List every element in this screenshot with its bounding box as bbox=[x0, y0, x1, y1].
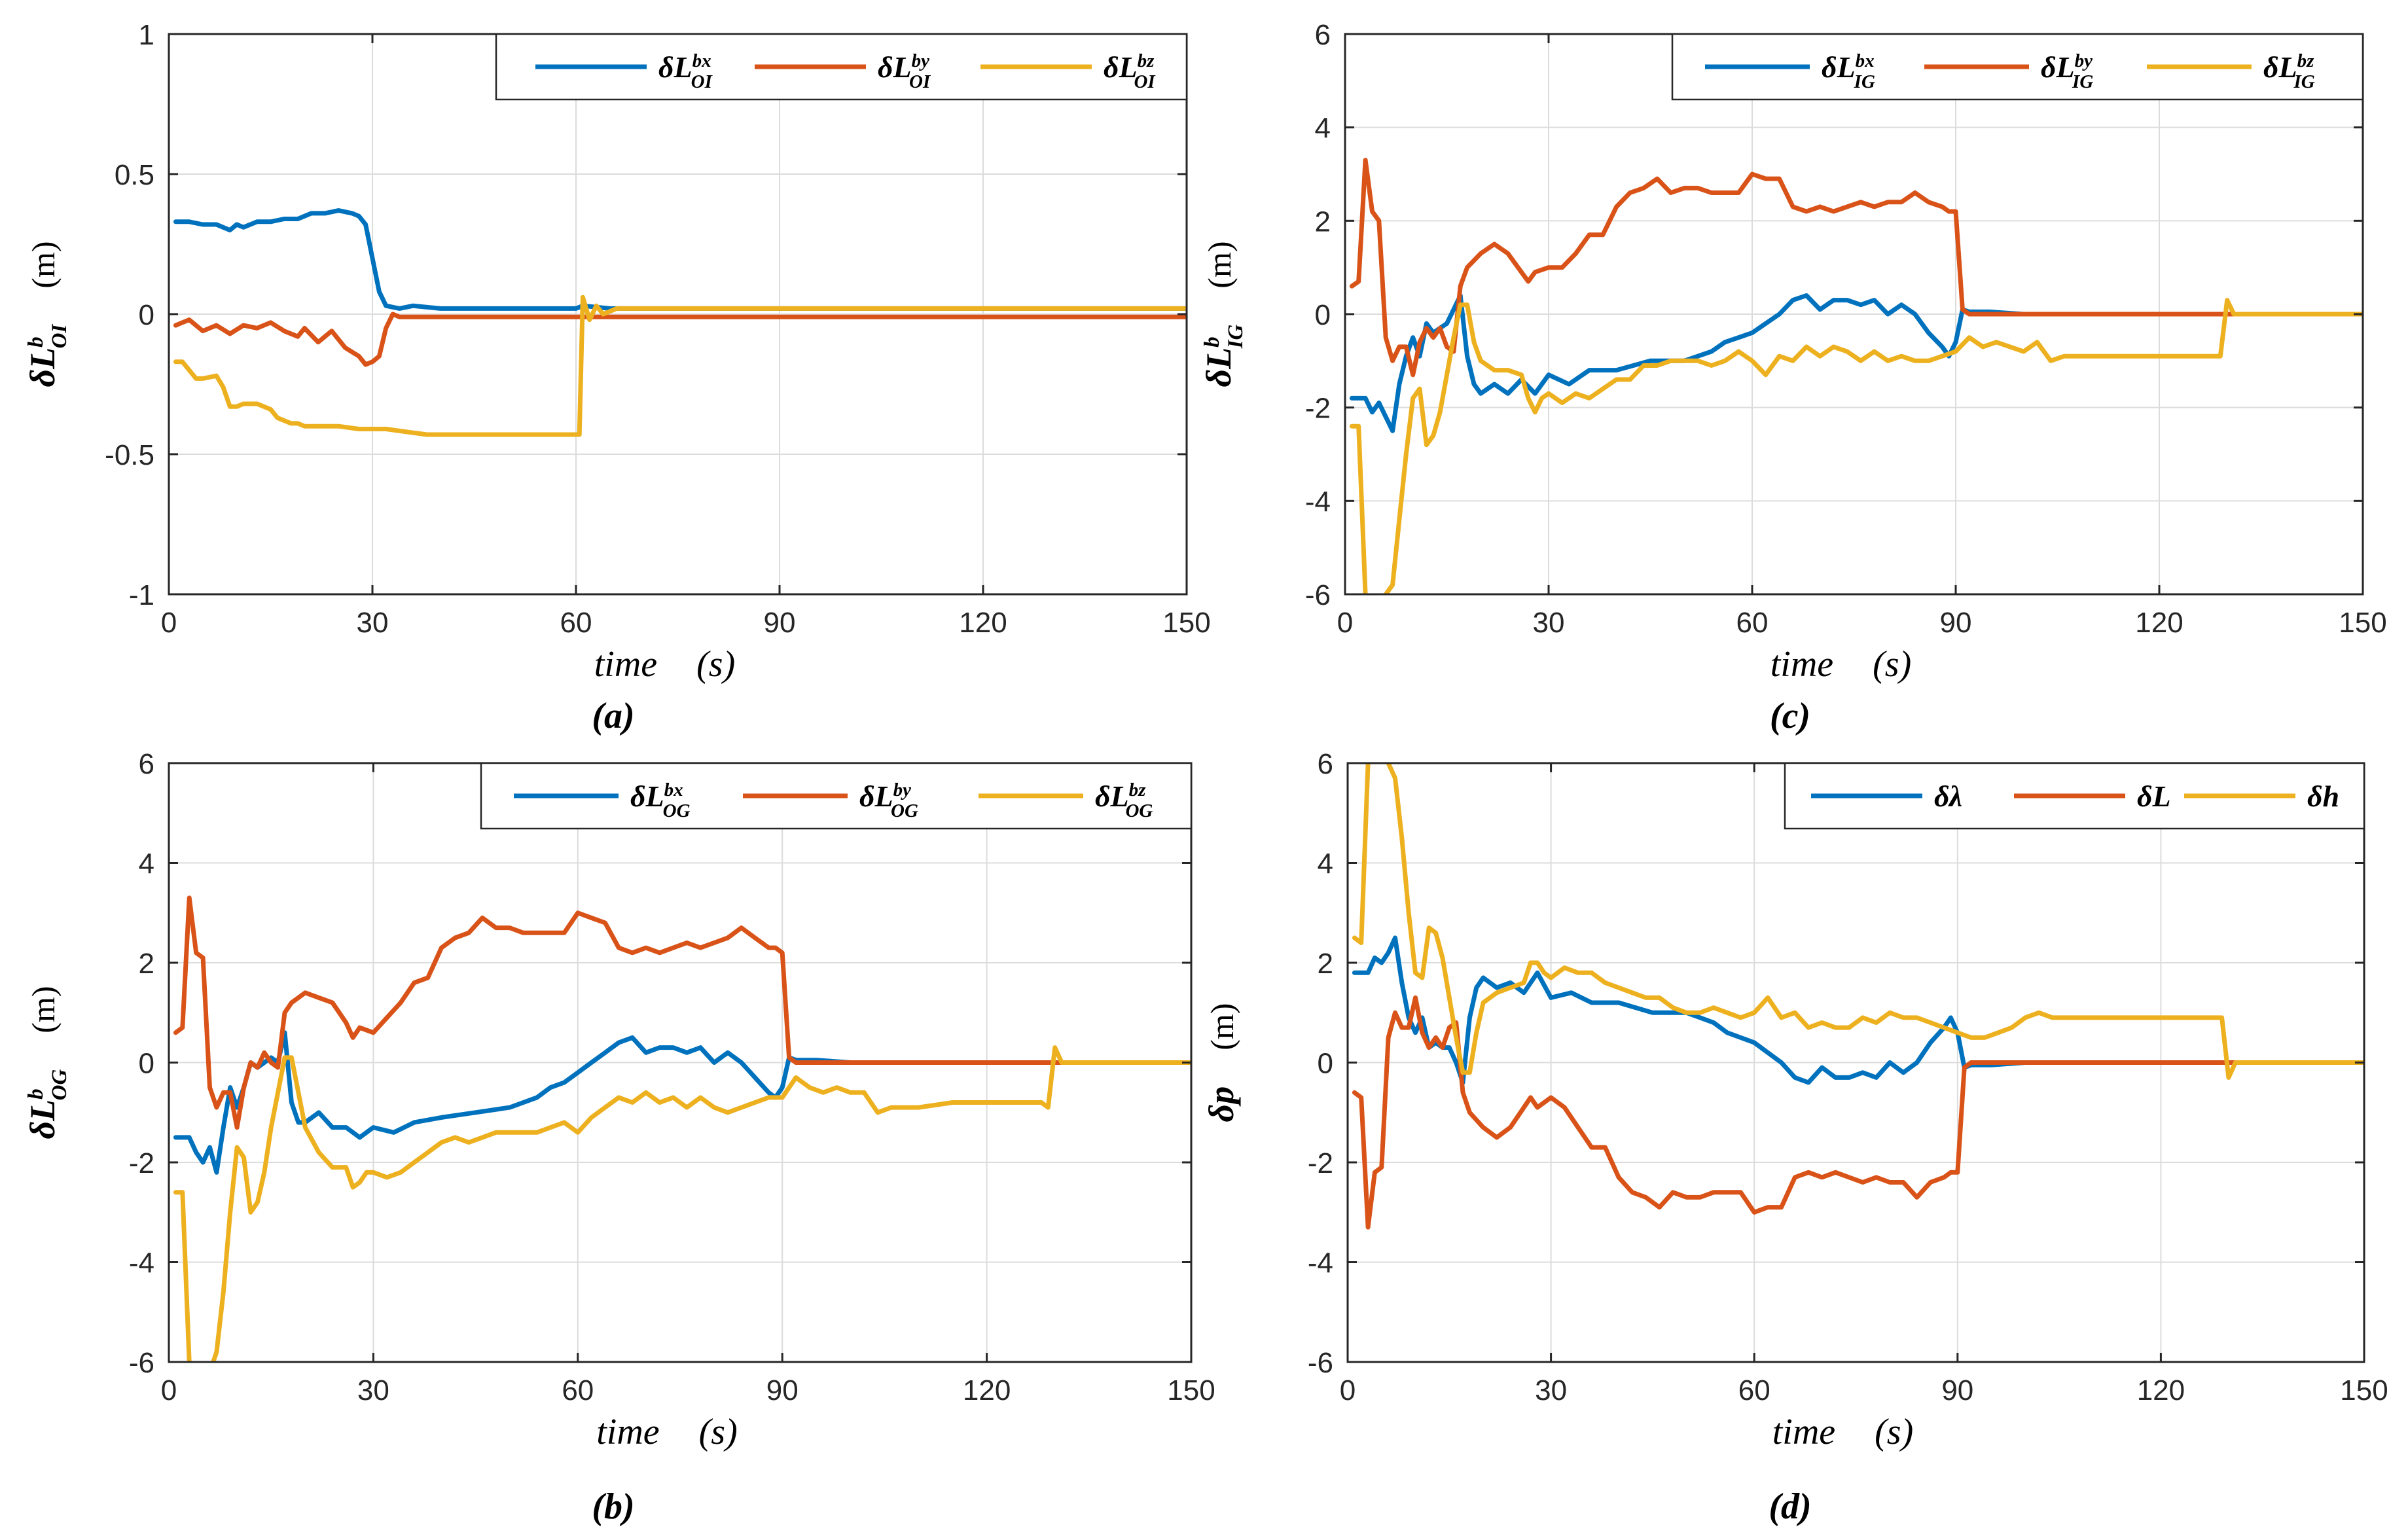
x-tick-label: 60 bbox=[560, 607, 592, 639]
y-tick-label: 2 bbox=[139, 948, 154, 980]
y-tick-label: -6 bbox=[1305, 579, 1331, 611]
legend-entry: δL bbox=[2137, 779, 2171, 813]
legend: δLbx OI δLby OI δLbz OI bbox=[495, 33, 1188, 101]
series-line-yellow bbox=[173, 295, 1187, 437]
y-axis-label: δLbIG(m) bbox=[1199, 241, 1248, 387]
y-tick-label: 6 bbox=[1315, 19, 1331, 51]
y-tick-label: -2 bbox=[129, 1147, 154, 1179]
series-line-orange bbox=[173, 312, 1187, 367]
x-tick-label: 60 bbox=[1738, 1374, 1770, 1406]
x-tick-label: 90 bbox=[764, 607, 796, 639]
series-line-orange bbox=[1349, 158, 2363, 378]
x-tick-label: 60 bbox=[1736, 607, 1769, 639]
series-group bbox=[173, 895, 1191, 1362]
chart-panel-c: 0 30 60 90 120 150 -6 -4 -2 0 2 4 6 time (s) δLbIG(m) (c… bbox=[1199, 19, 2387, 736]
y-tick-label: 0.5 bbox=[115, 159, 154, 191]
x-tick-label: 120 bbox=[963, 1374, 1011, 1406]
x-tick-label: 0 bbox=[1340, 1374, 1356, 1406]
panel-label: (a) bbox=[592, 696, 634, 736]
panel-label: (c) bbox=[1770, 696, 1810, 736]
y-tick-label: 0 bbox=[1315, 299, 1331, 331]
x-axis-label: time (s) bbox=[1770, 644, 1912, 685]
legend-entry: δλ bbox=[1934, 779, 1962, 813]
x-axis-label: time (s) bbox=[594, 644, 736, 685]
x-axis-label: time (s) bbox=[1772, 1412, 1914, 1452]
legend-entry: δLby OI bbox=[878, 50, 931, 92]
x-tick-label: 150 bbox=[1162, 607, 1210, 639]
legend: δλ δL δh bbox=[1784, 762, 2365, 830]
legend-entry: δLbx IG bbox=[1822, 50, 1875, 92]
x-tick-label: 90 bbox=[1940, 607, 1972, 639]
y-axis-label: δLbOG(m) bbox=[23, 986, 71, 1139]
y-tick-label: -4 bbox=[1305, 486, 1331, 518]
legend-entry: δLbx OI bbox=[658, 50, 713, 92]
y-tick-label: 0 bbox=[139, 299, 154, 331]
legend-entry: δLby OG bbox=[859, 779, 918, 821]
x-tick-label: 120 bbox=[959, 607, 1007, 639]
chart-panel-b: 0 30 60 90 120 150 -6 -4 -2 0 2 4 6 time (s) δLbOG(m) (b… bbox=[23, 748, 1215, 1527]
series-group bbox=[1352, 763, 2364, 1230]
x-tick-label: 150 bbox=[2339, 607, 2386, 639]
x-tick-label: 60 bbox=[562, 1374, 594, 1406]
x-tick-label: 0 bbox=[1337, 607, 1353, 639]
y-tick-label: -0.5 bbox=[105, 439, 154, 471]
y-tick-label: 2 bbox=[1315, 206, 1331, 238]
legend: δLbx OG δLby OG δLbz OG bbox=[480, 762, 1193, 830]
panel-label: (d) bbox=[1769, 1486, 1811, 1527]
y-axis-label: δLbOI(m) bbox=[23, 241, 71, 387]
x-tick-label: 150 bbox=[2340, 1374, 2388, 1406]
panel-label: (b) bbox=[592, 1486, 634, 1527]
series-line-orange bbox=[1352, 995, 2364, 1230]
y-tick-label: 6 bbox=[139, 748, 154, 780]
legend-entry: δLbx OG bbox=[630, 779, 691, 821]
x-tick-label: 150 bbox=[1167, 1374, 1215, 1406]
series-line-yellow bbox=[1352, 763, 2364, 1080]
x-axis-label: time (s) bbox=[596, 1412, 738, 1452]
y-tick-label: -4 bbox=[129, 1247, 154, 1280]
y-tick-label: 1 bbox=[139, 19, 154, 51]
series-group bbox=[1349, 158, 2363, 594]
series-line-yellow bbox=[1349, 298, 2363, 594]
y-tick-label: -2 bbox=[1308, 1147, 1333, 1179]
chart-panel-a: 0 30 60 90 120 150 -1 -0.5 0 0.5 1 time (s) δLbOI(m) (… bbox=[23, 19, 1211, 736]
y-tick-label: 4 bbox=[1318, 848, 1333, 880]
chart-panel-d: 0 30 60 90 120 150 -6 -4 -2 0 2 4 6 time (s) δp(m) (d) δλ… bbox=[1202, 748, 2388, 1527]
series-line-yellow bbox=[173, 1045, 1191, 1362]
x-tick-label: 0 bbox=[161, 607, 177, 639]
legend-entry: δLbz OI bbox=[1104, 50, 1156, 92]
y-tick-label: 6 bbox=[1318, 748, 1333, 780]
x-tick-label: 0 bbox=[161, 1374, 177, 1406]
y-tick-label: -1 bbox=[129, 579, 154, 611]
y-tick-label: 2 bbox=[1318, 948, 1333, 980]
y-tick-label: -6 bbox=[129, 1347, 154, 1379]
legend-entry: δLby IG bbox=[2041, 50, 2093, 92]
legend-entry: δh bbox=[2307, 779, 2339, 813]
x-tick-label: 30 bbox=[1533, 607, 1565, 639]
legend: δLbx IG δLby IG δLbz IG bbox=[1671, 33, 2364, 101]
series-group bbox=[173, 208, 1187, 437]
legend-entry: δLbz IG bbox=[2263, 50, 2315, 92]
y-tick-label: 0 bbox=[1318, 1048, 1333, 1080]
series-line-orange bbox=[173, 895, 1191, 1130]
legend-entry: δLbz OG bbox=[1095, 779, 1153, 821]
y-tick-label: -4 bbox=[1308, 1247, 1333, 1280]
x-tick-label: 120 bbox=[2135, 607, 2183, 639]
y-tick-label: 4 bbox=[1315, 113, 1331, 145]
x-tick-label: 90 bbox=[1941, 1374, 1973, 1406]
y-tick-label: -2 bbox=[1305, 393, 1331, 425]
x-tick-label: 120 bbox=[2137, 1374, 2185, 1406]
x-tick-label: 30 bbox=[357, 607, 389, 639]
x-tick-label: 30 bbox=[1535, 1374, 1567, 1406]
y-axis-label: δp(m) bbox=[1202, 1003, 1241, 1122]
y-tick-label: -6 bbox=[1308, 1347, 1333, 1379]
y-tick-label: 0 bbox=[139, 1048, 154, 1080]
x-tick-label: 90 bbox=[766, 1374, 799, 1406]
y-tick-label: 4 bbox=[139, 848, 154, 880]
x-tick-label: 30 bbox=[357, 1374, 389, 1406]
